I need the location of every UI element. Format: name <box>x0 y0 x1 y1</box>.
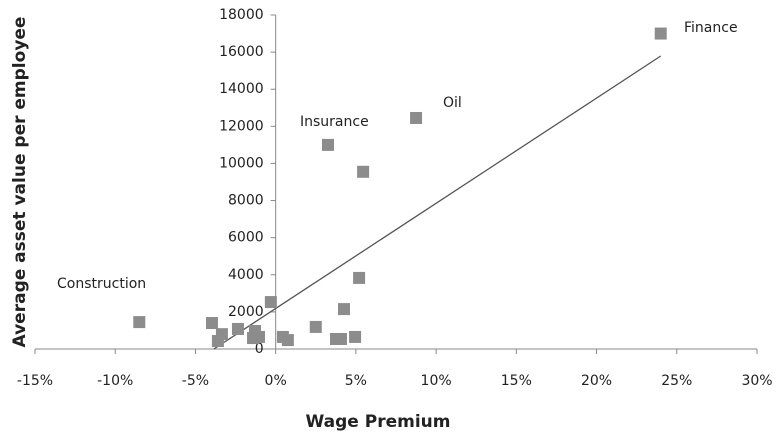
point <box>205 317 218 330</box>
y-axis-title: Average asset value per employee <box>10 17 30 348</box>
x-tick-label: 15% <box>501 373 532 389</box>
point <box>654 27 667 40</box>
x-tick-label: -10% <box>97 373 133 389</box>
y-tick-label: 10000 <box>219 155 264 171</box>
point <box>334 332 347 345</box>
point <box>247 332 260 345</box>
y-tick-label: 0 <box>255 341 264 357</box>
annotation: Construction <box>57 276 146 292</box>
x-tick-label: 30% <box>741 373 772 389</box>
y-tick-label: 18000 <box>219 7 264 23</box>
y-tick-label: 8000 <box>228 193 264 209</box>
point <box>133 316 146 329</box>
annotation: Insurance <box>300 114 369 130</box>
x-tick-label: -5% <box>182 373 209 389</box>
x-axis-title: Wage Premium <box>306 412 451 432</box>
x-tick-label: -15% <box>17 373 53 389</box>
point <box>309 320 322 333</box>
point <box>281 334 294 347</box>
x-tick-label: 20% <box>581 373 612 389</box>
point <box>357 165 370 178</box>
point <box>349 330 362 343</box>
y-tick-label: 12000 <box>219 118 264 134</box>
point <box>231 322 244 335</box>
x-tick-label: 25% <box>661 373 692 389</box>
x-tick-label: 10% <box>421 373 452 389</box>
point <box>338 303 351 316</box>
x-tick-label: 5% <box>345 373 367 389</box>
annotation: Finance <box>684 20 738 36</box>
point <box>410 111 423 124</box>
y-tick-label: 4000 <box>228 267 264 283</box>
point <box>321 138 334 151</box>
trendline <box>213 55 662 350</box>
y-tick-label: 14000 <box>219 81 264 97</box>
y-tick-label: 16000 <box>219 44 264 60</box>
annotation: Oil <box>443 95 462 111</box>
x-tick-label: 0% <box>265 373 287 389</box>
y-tick-label: 6000 <box>228 230 264 246</box>
y-tick-label: 2000 <box>228 304 264 320</box>
point <box>353 271 366 284</box>
point <box>264 296 277 309</box>
point <box>211 335 224 348</box>
